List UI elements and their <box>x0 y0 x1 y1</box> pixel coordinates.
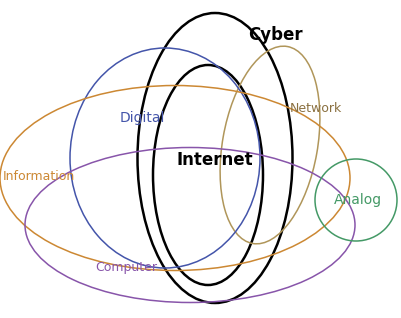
Text: Internet: Internet <box>177 151 253 169</box>
Text: Information: Information <box>3 169 75 183</box>
Text: Cyber: Cyber <box>248 26 303 44</box>
Text: Computer: Computer <box>95 261 157 274</box>
Text: Analog: Analog <box>334 193 382 207</box>
Text: Digital: Digital <box>120 111 165 125</box>
Text: Network: Network <box>290 101 342 114</box>
